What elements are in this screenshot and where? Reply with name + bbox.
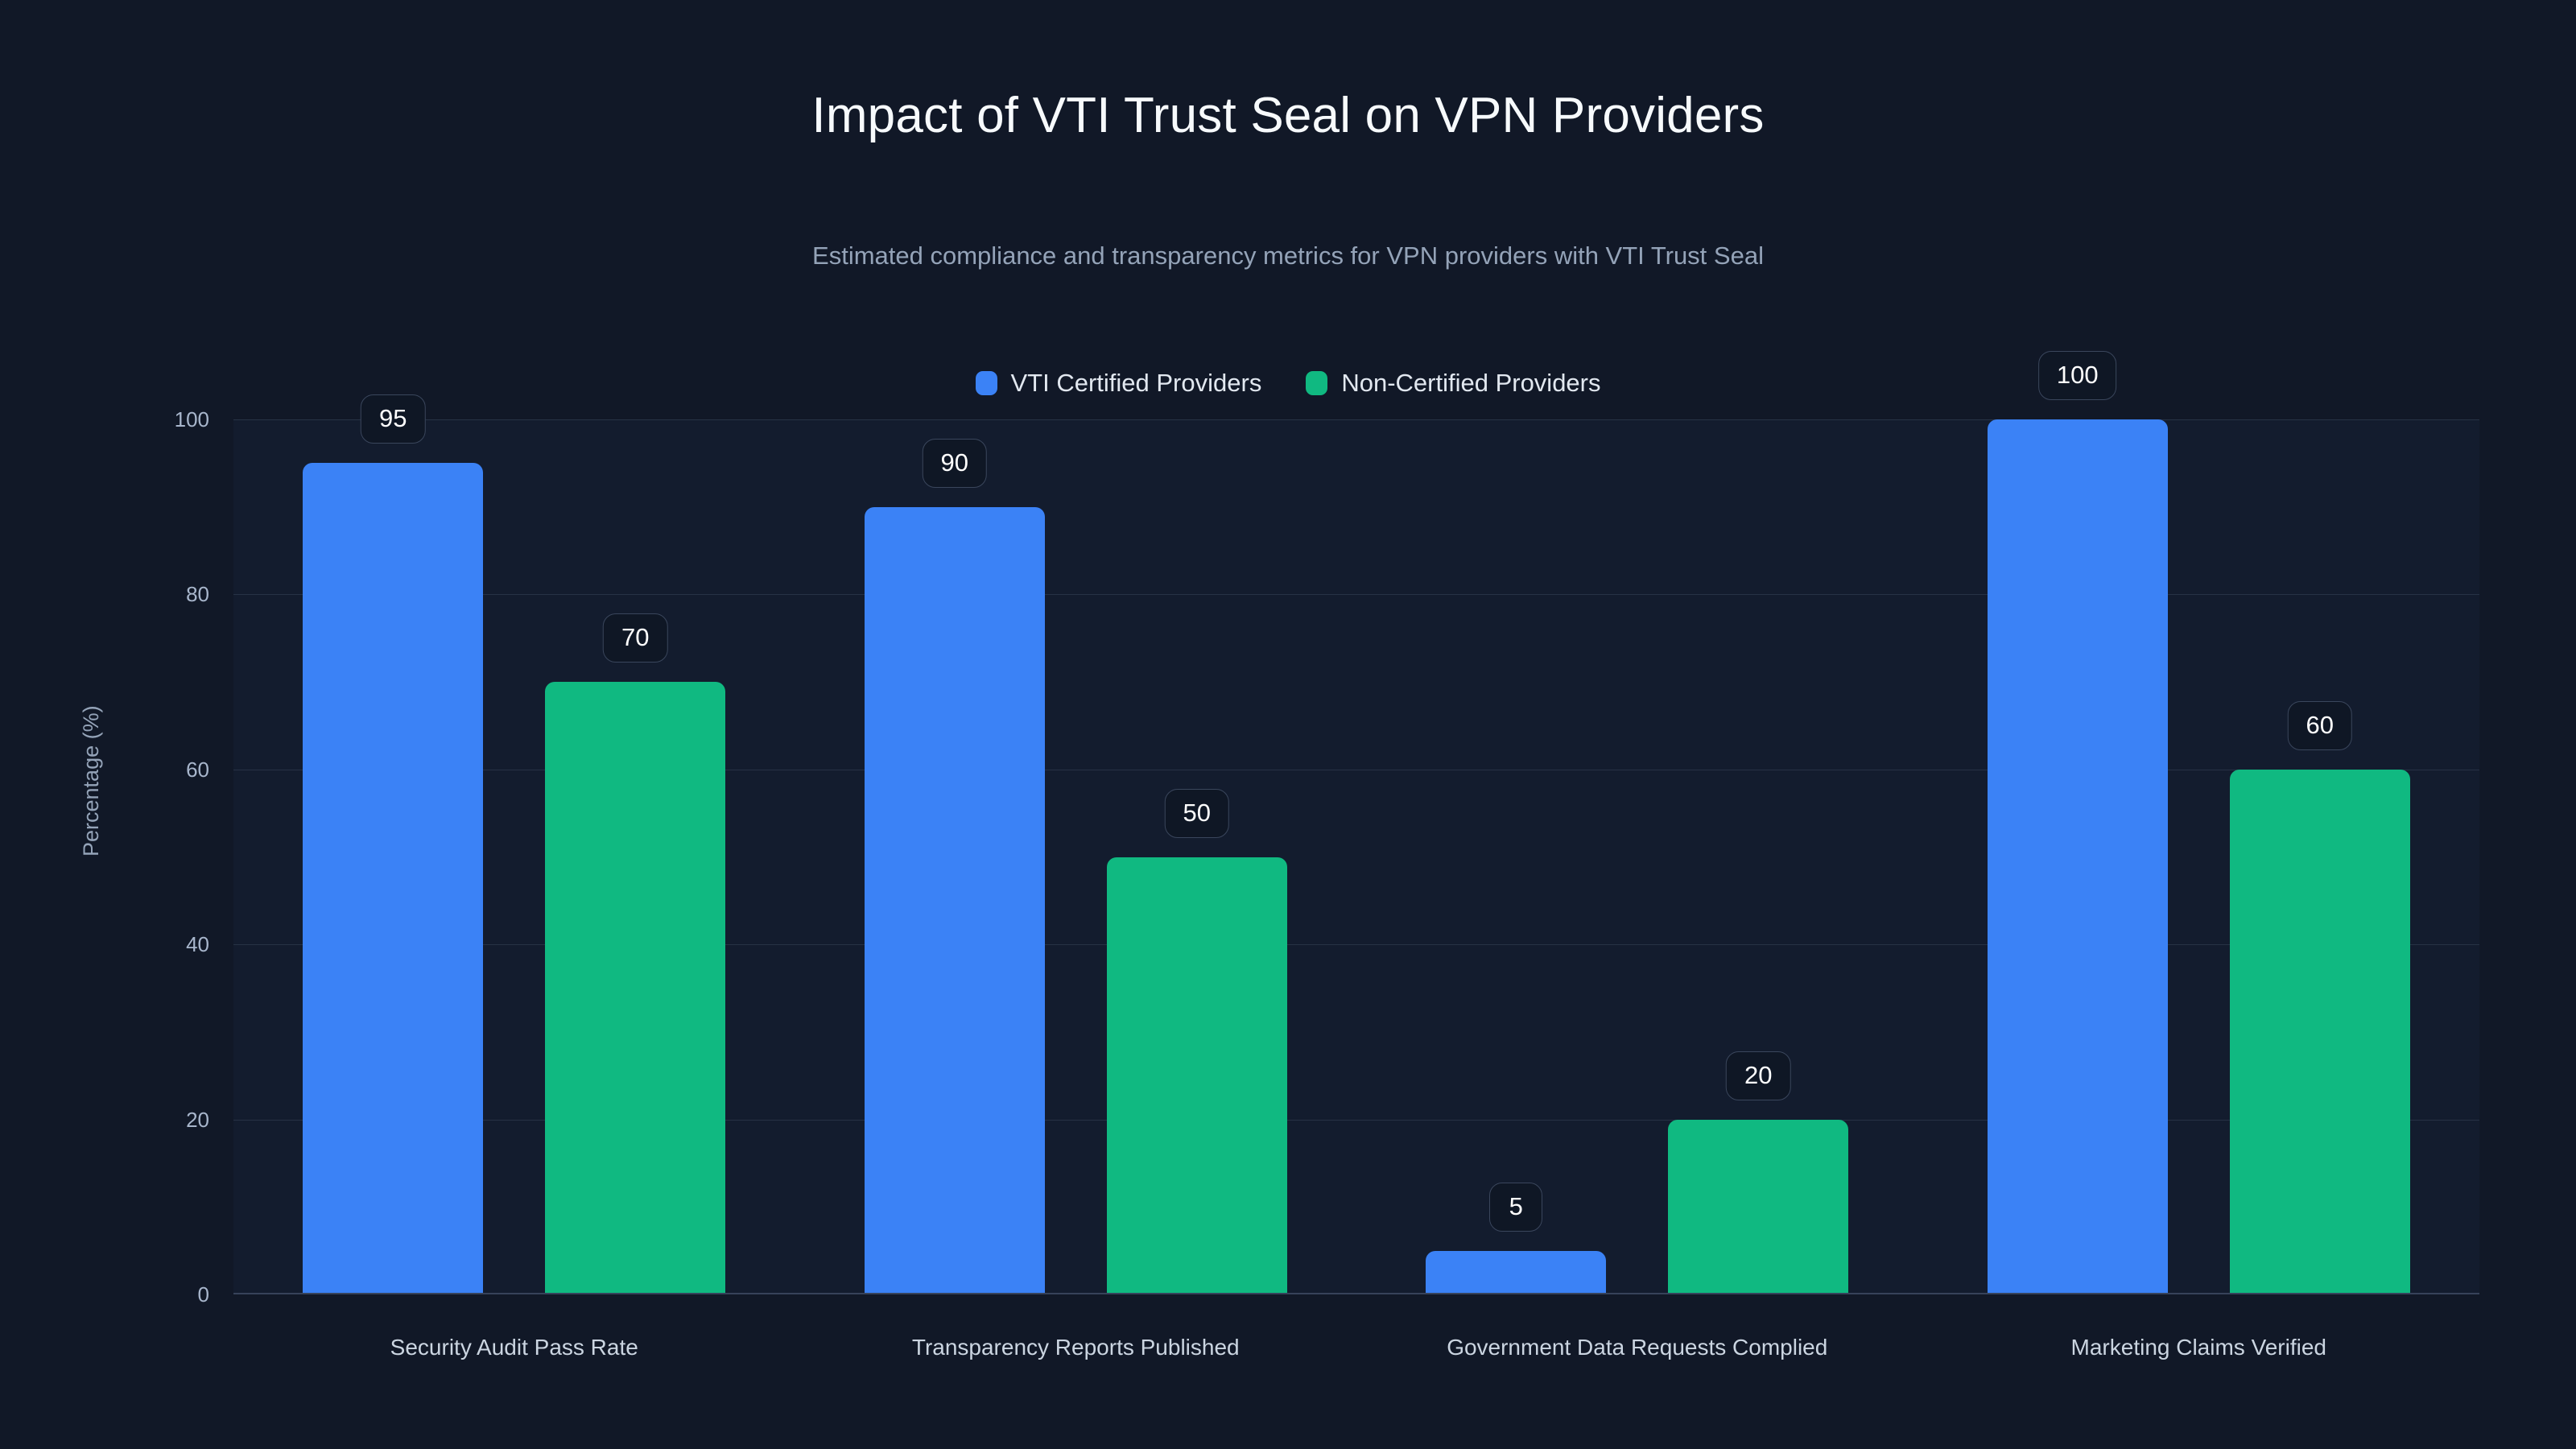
legend-swatch-icon: [1306, 370, 1328, 395]
bar-value-label: 50: [1164, 788, 1229, 838]
bar-value-label: 60: [2287, 700, 2352, 750]
bar[interactable]: [545, 682, 726, 1294]
y-axis-tick-label: 100: [174, 407, 209, 431]
gridline: [233, 594, 2479, 596]
bar[interactable]: [303, 463, 484, 1294]
y-axis-tick-label: 60: [186, 757, 209, 782]
x-axis-category-label: Transparency Reports Published: [911, 1335, 1240, 1360]
bar[interactable]: [864, 506, 1045, 1294]
bar[interactable]: [1426, 1250, 1607, 1294]
legend-swatch-icon: [975, 370, 997, 395]
legend-label: VTI Certified Providers: [1010, 369, 1262, 397]
chart-subtitle: Estimated compliance and transparency me…: [812, 242, 1764, 270]
chart-legend: VTI Certified Providers Non-Certified Pro…: [0, 370, 2576, 395]
x-axis-category-label: Security Audit Pass Rate: [390, 1335, 638, 1360]
bar-value-label: 5: [1489, 1182, 1543, 1232]
x-axis-category-label: Marketing Claims Verified: [2070, 1335, 2326, 1360]
y-axis-tick-label: 20: [186, 1107, 209, 1132]
x-axis-category-label: Government Data Requests Complied: [1447, 1335, 1828, 1360]
bar[interactable]: [1106, 857, 1287, 1294]
bar[interactable]: [1987, 419, 2168, 1294]
bar[interactable]: [2229, 769, 2410, 1294]
bar-value-label: 100: [2037, 351, 2117, 400]
gridline: [233, 419, 2479, 420]
y-axis-title: Percentage (%): [79, 705, 103, 857]
legend-label: Non-Certified Providers: [1341, 369, 1601, 397]
bar[interactable]: [1668, 1119, 1849, 1294]
y-axis-tick-label: 0: [197, 1282, 209, 1307]
legend-item-1[interactable]: Non-Certified Providers: [1306, 369, 1601, 397]
bar-value-label: 20: [1726, 1051, 1791, 1100]
bar-value-label: 95: [361, 394, 426, 444]
gridline: [233, 944, 2479, 946]
chart-title: Impact of VTI Trust Seal on VPN Provider…: [811, 88, 1765, 143]
gridline: [233, 1119, 2479, 1121]
bar-value-label: 70: [603, 613, 668, 663]
y-axis-tick-label: 40: [186, 932, 209, 957]
plot-area: [233, 419, 2479, 1294]
y-axis-tick-label: 80: [186, 582, 209, 607]
x-axis-line: [233, 1293, 2479, 1294]
bar-value-label: 90: [922, 438, 987, 488]
legend-item-0[interactable]: VTI Certified Providers: [975, 369, 1262, 397]
